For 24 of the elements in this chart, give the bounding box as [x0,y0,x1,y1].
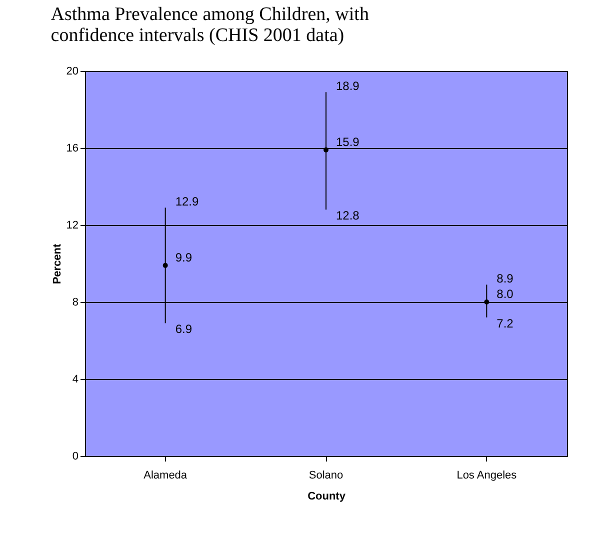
y-tick-label: 4 [72,374,78,386]
y-tick-label: 20 [66,66,78,78]
data-label: 15.9 [336,134,360,149]
chart-title: Asthma Prevalence among Children, with confidence intervals (CHIS 2001 data) [50,4,370,46]
y-tick-label: 12 [66,220,78,232]
y-tick-label: 16 [66,142,78,154]
x-tick-label: Solano [308,470,344,482]
annotation: 12.9 [175,194,200,209]
x-tick-label: Alameda [144,470,188,482]
y-tick-label: 8 [72,296,78,308]
annotation: 6.9 [175,322,192,336]
point [162,262,168,268]
y-axis-title: Percent [51,243,64,284]
y-tick-label: 0 [72,450,78,462]
data-label: 9.9 [175,250,192,264]
x-tick-label: Los Angeles [456,470,518,482]
point [324,147,328,152]
annotation: 12.8 [336,208,360,223]
point [484,300,490,304]
x-axis-title: County [308,490,346,502]
annotation: 18.9 [336,79,360,94]
annotation: 7.2 [496,316,514,330]
data-label: 8.0 [496,287,514,301]
annotation: 8.9 [496,272,514,286]
